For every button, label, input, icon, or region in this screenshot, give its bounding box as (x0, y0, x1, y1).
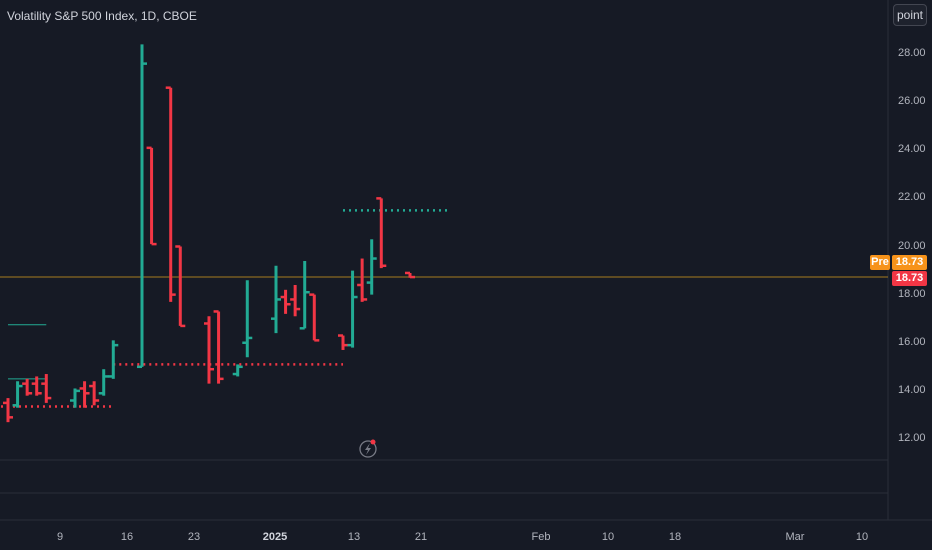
time-axis-tick: 13 (347, 531, 361, 543)
ohlc-bar (70, 388, 80, 408)
time-axis-tick: 21 (414, 531, 428, 543)
price-axis-tick: 20.00 (898, 239, 926, 252)
ohlc-bar (347, 270, 358, 348)
ohlc-bar (108, 340, 119, 379)
ohlc-bar (242, 280, 253, 358)
ohlc-bar (357, 258, 368, 302)
price-axis-tick: 28.00 (898, 47, 926, 59)
ohlc-bar (232, 364, 243, 377)
ohlc-bar (175, 245, 186, 328)
symbol-title: Volatility S&P 500 Index, 1D, CBOE (7, 9, 197, 23)
time-axis-tick: 23 (187, 531, 201, 543)
ohlc-bar (338, 334, 348, 350)
price-axis-tick: 16.00 (898, 335, 926, 348)
time-axis-tick: 10 (855, 531, 869, 543)
ohlc-bar (98, 369, 109, 396)
ohlc-bar (22, 378, 33, 396)
time-axis-tick: 9 (56, 531, 64, 543)
last-price-tag: 18.73 (892, 271, 927, 286)
ohlc-bar (165, 86, 176, 302)
price-axis-tick: 24.00 (898, 143, 926, 156)
pre-market-label: Pre (870, 255, 890, 270)
ohlc-bar (41, 374, 52, 403)
price-axis-tick: 18.00 (898, 287, 926, 300)
price-axis-tick: 22.00 (898, 191, 926, 204)
ohlc-bar (89, 381, 100, 406)
ohlc-bar (12, 381, 23, 408)
time-axis-tick: Mar (785, 531, 805, 543)
ohlc-bars (3, 44, 415, 423)
price-axis-tick: 14.00 (898, 383, 926, 396)
ohlc-bar (299, 260, 310, 330)
ohlc-bar (79, 381, 90, 408)
ohlc-bar (31, 376, 42, 396)
ohlc-bar (376, 197, 387, 269)
ohlc-bar (280, 289, 291, 314)
ohlc-bar (137, 44, 147, 369)
lightning-event-icon[interactable] (359, 439, 377, 458)
ohlc-bar (213, 310, 224, 384)
ohlc-bar (290, 285, 301, 317)
ohlc-bar (3, 398, 13, 423)
price-axis-tick: 12.00 (898, 432, 926, 444)
time-axis-tick: Feb (531, 531, 551, 543)
time-axis-tick: 18 (668, 531, 682, 543)
ohlc-bar (204, 316, 214, 384)
ohlc-bar (271, 265, 281, 334)
time-axis-tick: 2025 (262, 531, 288, 543)
time-axis-tick: 10 (601, 531, 615, 543)
point-button[interactable]: point (893, 4, 927, 26)
time-axis-tick: 16 (120, 531, 134, 543)
ohlc-bar (366, 239, 377, 295)
ohlc-bar (146, 146, 157, 246)
pre-market-price-tag: 18.73 (892, 255, 927, 270)
price-axis-tick: 26.00 (898, 95, 926, 108)
ohlc-bar (309, 293, 320, 342)
ohlc-bar (405, 271, 415, 279)
